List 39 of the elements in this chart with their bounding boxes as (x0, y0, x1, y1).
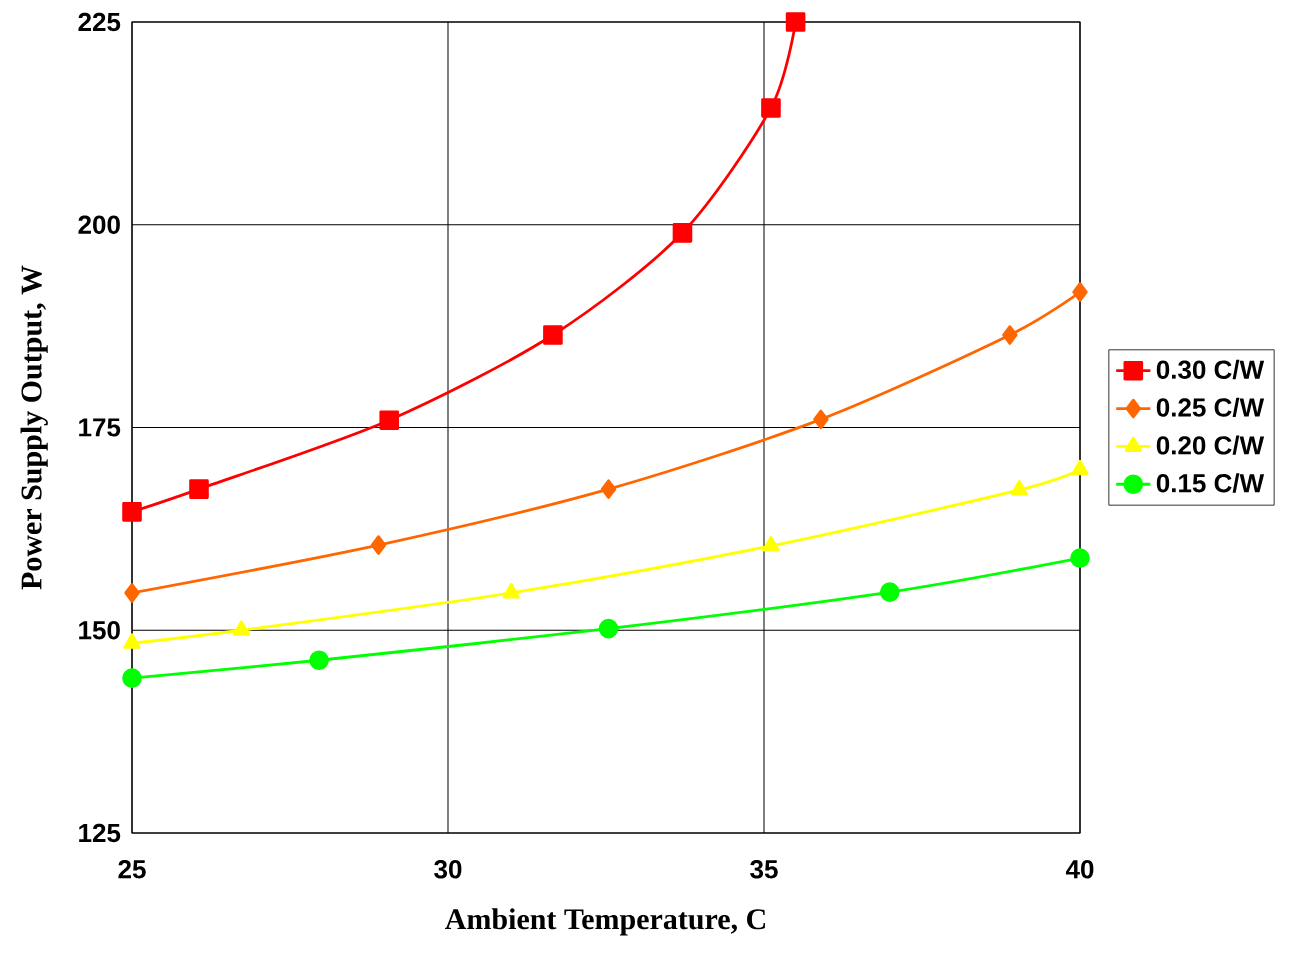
x-tick-label: 35 (750, 860, 778, 879)
legend-label: 0.25 C/W (1156, 397, 1265, 418)
point (1072, 282, 1088, 302)
point (672, 223, 693, 243)
point (124, 583, 140, 603)
legend-label: 0.30 C/W (1156, 359, 1265, 380)
point (189, 479, 209, 499)
point (502, 583, 520, 599)
point (1010, 480, 1028, 496)
point (762, 536, 780, 552)
x-tick-label: 25 (118, 860, 146, 879)
point (879, 582, 900, 602)
point (1071, 459, 1089, 476)
point (123, 633, 141, 649)
y-tick-label: 225 (78, 12, 121, 32)
point (232, 620, 251, 636)
y-tick-label: 125 (79, 823, 121, 843)
point (122, 668, 142, 688)
point (309, 650, 329, 671)
y-axis-title: Power Supply Output, W (20, 265, 48, 590)
point (370, 535, 387, 555)
legend-label: 0.15 C/W (1156, 473, 1265, 493)
legend-label: 0.20 C/W (1156, 435, 1265, 455)
y-tick-label: 200 (78, 215, 120, 234)
x-axis-title: Ambient Temperature, C (445, 908, 765, 936)
y-tick-label: 150 (79, 621, 120, 640)
point (600, 479, 617, 499)
point (813, 409, 829, 430)
y-tick-label: 175 (79, 418, 121, 437)
x-tick-label: 30 (434, 860, 462, 879)
point (543, 325, 563, 345)
point (379, 410, 400, 430)
point (1070, 548, 1090, 568)
point (785, 12, 806, 32)
point (761, 98, 781, 118)
point (1002, 325, 1018, 345)
point (122, 502, 142, 522)
point (598, 618, 619, 639)
x-tick-label: 40 (1065, 860, 1094, 879)
